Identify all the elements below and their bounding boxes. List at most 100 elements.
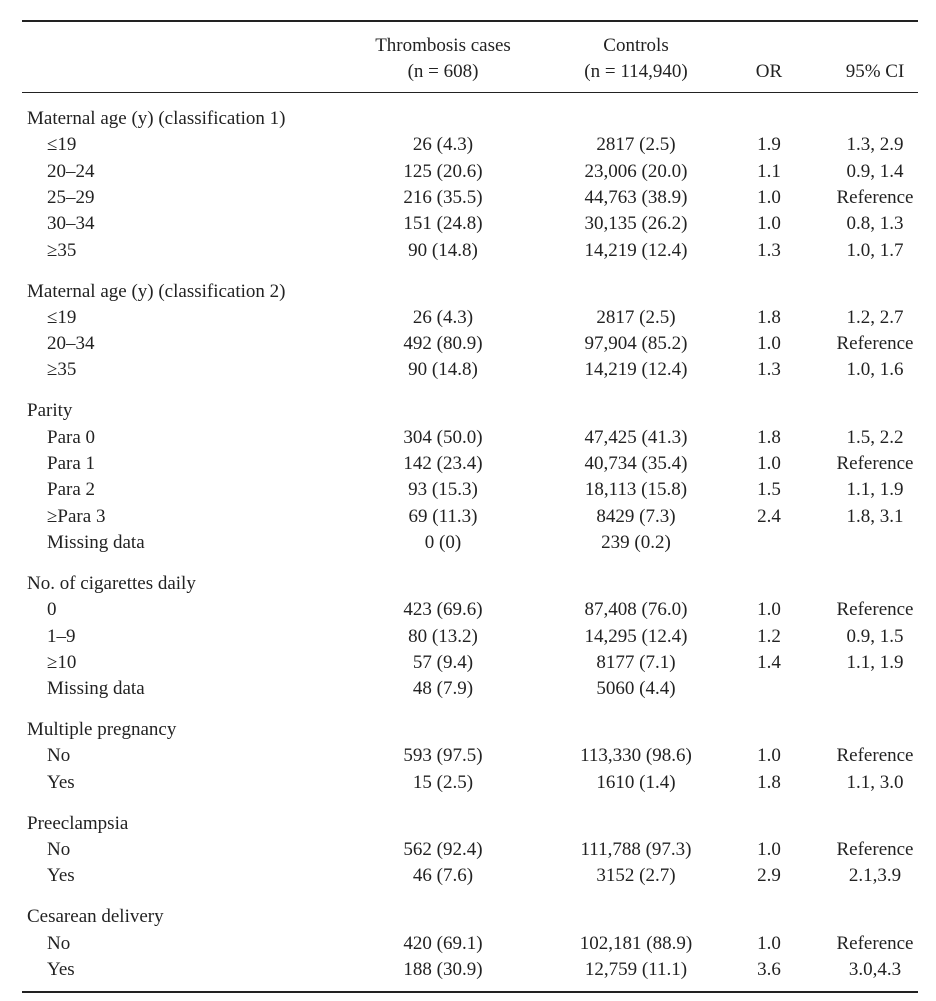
row-label: ≤19 bbox=[47, 306, 77, 328]
cell: 142 (23.4) bbox=[403, 453, 483, 474]
row-label: Yes bbox=[47, 771, 75, 793]
cell: 14,295 (12.4) bbox=[584, 625, 688, 647]
section-title: Parity bbox=[27, 400, 73, 422]
cell: 12,759 (11.1) bbox=[584, 958, 688, 980]
cell: 1.8 bbox=[757, 426, 781, 448]
cell: 125 (20.6) bbox=[403, 160, 483, 182]
cell: 48 (7.9) bbox=[412, 678, 474, 700]
column-header: OR bbox=[755, 61, 783, 82]
row-label: Para 2 bbox=[47, 479, 96, 501]
cell: 1.1, 1.9 bbox=[846, 479, 904, 501]
cell: 1.2, 2.7 bbox=[846, 306, 904, 328]
cell: 0 (0) bbox=[424, 531, 462, 553]
cell: 3.6 bbox=[757, 958, 781, 980]
row-label: No bbox=[47, 839, 71, 860]
cell: 1.1, 3.0 bbox=[846, 771, 904, 793]
cell: Reference bbox=[836, 333, 914, 355]
cell: Reference bbox=[836, 745, 914, 767]
row-label: ≥Para 3 bbox=[47, 505, 106, 527]
cell: 5060 (4.4) bbox=[596, 678, 676, 700]
cell: 14,219 (12.4) bbox=[584, 359, 688, 381]
section-title: Multiple pregnancy bbox=[27, 719, 177, 741]
row-label: 25–29 bbox=[47, 186, 95, 208]
cell: 188 (30.9) bbox=[403, 958, 483, 980]
cell: Reference bbox=[836, 453, 914, 474]
cell: 90 (14.8) bbox=[408, 359, 478, 381]
column-header: Controls bbox=[603, 35, 669, 56]
cell: 80 (13.2) bbox=[408, 625, 478, 647]
cell: 1.5 bbox=[757, 479, 781, 501]
section-title: No. of cigarettes daily bbox=[27, 572, 196, 594]
cell: 1.0 bbox=[757, 333, 781, 355]
cell: 1.1 bbox=[757, 160, 781, 182]
cell: 1.8 bbox=[757, 306, 781, 328]
cell: 23,006 (20.0) bbox=[584, 160, 688, 182]
cell: 18,113 (15.8) bbox=[584, 479, 688, 501]
cell: 3.0,4.3 bbox=[848, 958, 902, 980]
cell: 1.0 bbox=[757, 213, 781, 235]
cell: 1.0 bbox=[757, 745, 781, 767]
row-label: ≥10 bbox=[47, 651, 77, 673]
cell: 113,330 (98.6) bbox=[580, 745, 692, 767]
cell: 1.0 bbox=[757, 453, 781, 474]
cell: 14,219 (12.4) bbox=[584, 239, 688, 261]
row-label: Missing data bbox=[47, 531, 145, 553]
cell: 423 (69.6) bbox=[403, 599, 483, 621]
cell: 97,904 (85.2) bbox=[584, 333, 688, 355]
cell: 151 (24.8) bbox=[403, 213, 483, 235]
cell: 2817 (2.5) bbox=[596, 134, 676, 156]
cell: 26 (4.3) bbox=[412, 134, 474, 156]
cell: 1.8, 3.1 bbox=[846, 505, 904, 527]
cell: 492 (80.9) bbox=[403, 333, 483, 355]
section-title: Maternal age (y) (classification 2) bbox=[27, 280, 286, 302]
cell: 69 (11.3) bbox=[408, 505, 478, 527]
row-label: 20–34 bbox=[47, 333, 95, 355]
header-rule bbox=[22, 92, 918, 93]
cell: 0.9, 1.4 bbox=[846, 160, 904, 182]
cell: 8177 (7.1) bbox=[596, 651, 676, 673]
cell: 562 (92.4) bbox=[403, 839, 483, 860]
cell: 3152 (2.7) bbox=[596, 865, 676, 887]
cell: 1.2 bbox=[757, 625, 781, 647]
cell: 26 (4.3) bbox=[412, 306, 474, 328]
cell: 1.0, 1.6 bbox=[846, 359, 904, 381]
cell: 1.5, 2.2 bbox=[846, 426, 904, 448]
cell: 87,408 (76.0) bbox=[584, 599, 688, 621]
cell: 1.3 bbox=[757, 239, 781, 261]
cell: 57 (9.4) bbox=[412, 651, 474, 673]
cell: 1.3 bbox=[757, 359, 781, 381]
cell: 239 (0.2) bbox=[601, 531, 671, 553]
cell: 2.9 bbox=[757, 865, 781, 887]
bottom-rule bbox=[22, 991, 918, 993]
cell: 111,788 (97.3) bbox=[580, 839, 692, 860]
cell: 8429 (7.3) bbox=[596, 505, 676, 527]
column-header-n: (n = 608) bbox=[407, 61, 479, 82]
cell: 44,763 (38.9) bbox=[584, 186, 688, 208]
row-label: 1–9 bbox=[47, 625, 76, 647]
cell: 1.0 bbox=[757, 186, 781, 208]
cell: 93 (15.3) bbox=[408, 479, 478, 501]
cell: 1.0 bbox=[757, 599, 781, 621]
cell: 40,734 (35.4) bbox=[584, 453, 688, 474]
cell: Reference bbox=[836, 932, 914, 954]
section-title: Preeclampsia bbox=[27, 812, 129, 834]
top-rule bbox=[22, 20, 918, 22]
row-label: 20–24 bbox=[47, 160, 95, 182]
cell: 2.1,3.9 bbox=[848, 865, 902, 887]
cell: 0.8, 1.3 bbox=[846, 213, 904, 235]
cell: 90 (14.8) bbox=[408, 239, 478, 261]
row-label: No bbox=[47, 745, 71, 767]
cell: 1.4 bbox=[757, 651, 781, 673]
cell: 15 (2.5) bbox=[412, 771, 474, 793]
section-title: Maternal age (y) (classification 1) bbox=[27, 108, 286, 129]
cell: Reference bbox=[836, 599, 914, 621]
row-label: Yes bbox=[47, 958, 75, 980]
cell: 1610 (1.4) bbox=[596, 771, 676, 793]
cell: 420 (69.1) bbox=[403, 932, 483, 954]
column-header: 95% CI bbox=[845, 61, 905, 82]
cell: 304 (50.0) bbox=[403, 426, 483, 448]
cell: 102,181 (88.9) bbox=[579, 932, 693, 954]
cell: 1.0, 1.7 bbox=[846, 239, 904, 261]
row-label: ≥35 bbox=[47, 239, 77, 261]
